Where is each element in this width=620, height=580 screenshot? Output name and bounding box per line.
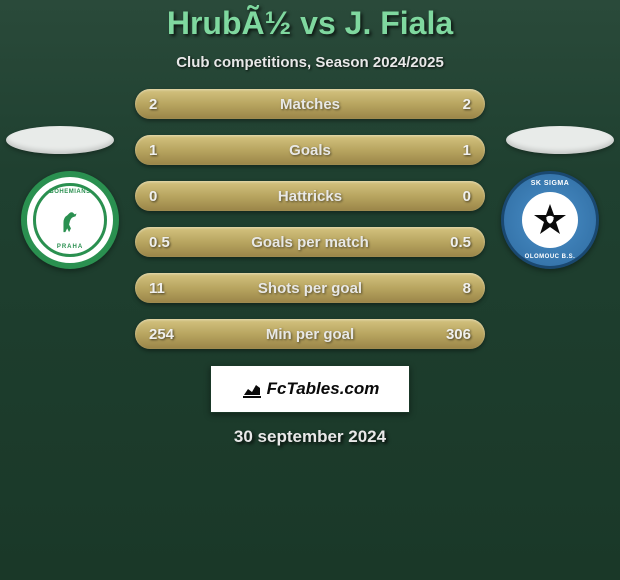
stat-label: Min per goal — [189, 326, 431, 343]
brand-label: FcTables.com — [241, 378, 380, 400]
stat-row-min-per-goal: 254 Min per goal 306 — [135, 319, 485, 349]
brand-text: FcTables.com — [267, 379, 380, 399]
stat-left-value: 2 — [149, 96, 189, 113]
brand-box[interactable]: FcTables.com — [210, 365, 410, 413]
stats-container: 2 Matches 2 1 Goals 1 0 Hattricks 0 0.5 … — [135, 89, 485, 349]
club-badge-left: BOHEMIANS PRAHA — [21, 171, 119, 269]
stat-left-value: 1 — [149, 142, 189, 159]
badge-left-text-bottom: PRAHA — [57, 244, 83, 250]
stat-label: Matches — [189, 96, 431, 113]
club-badge-right-inner — [522, 192, 578, 248]
stat-row-hattricks: 0 Hattricks 0 — [135, 181, 485, 211]
stat-left-value: 254 — [149, 326, 189, 343]
stat-row-goals-per-match: 0.5 Goals per match 0.5 — [135, 227, 485, 257]
stat-right-value: 0.5 — [431, 234, 471, 251]
stat-right-value: 306 — [431, 326, 471, 343]
stat-row-goals: 1 Goals 1 — [135, 135, 485, 165]
stat-row-matches: 2 Matches 2 — [135, 89, 485, 119]
stat-label: Goals per match — [189, 234, 431, 251]
stat-label: Hattricks — [189, 188, 431, 205]
badge-right-text-top: SK SIGMA — [531, 180, 570, 187]
subtitle: Club competitions, Season 2024/2025 — [0, 54, 620, 71]
badge-right-text-bottom: OLOMOUC B.S. — [525, 254, 576, 260]
ellipse-left-decoration — [6, 126, 114, 154]
club-badge-left-inner: BOHEMIANS PRAHA — [33, 183, 107, 257]
badge-left-text-top: BOHEMIANS — [49, 189, 90, 195]
stat-right-value: 0 — [431, 188, 471, 205]
stat-right-value: 1 — [431, 142, 471, 159]
stat-right-value: 2 — [431, 96, 471, 113]
page-title: HrubÃ½ vs J. Fiala — [0, 5, 620, 42]
stat-row-shots-per-goal: 11 Shots per goal 8 — [135, 273, 485, 303]
stat-left-value: 0 — [149, 188, 189, 205]
stat-left-value: 0.5 — [149, 234, 189, 251]
star-icon — [532, 202, 568, 238]
kangaroo-icon — [56, 204, 84, 236]
date-text: 30 september 2024 — [0, 427, 620, 447]
stat-label: Shots per goal — [189, 280, 431, 297]
stat-left-value: 11 — [149, 280, 189, 297]
stat-right-value: 8 — [431, 280, 471, 297]
ellipse-right-decoration — [506, 126, 614, 154]
club-badge-right: SK SIGMA OLOMOUC B.S. — [501, 171, 599, 269]
stat-label: Goals — [189, 142, 431, 159]
brand-chart-icon — [241, 378, 263, 400]
